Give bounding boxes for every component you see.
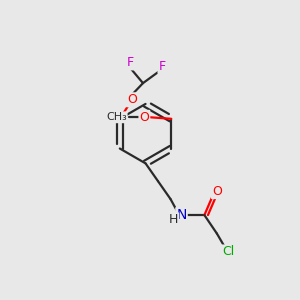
Text: F: F <box>126 56 134 69</box>
Text: O: O <box>127 93 136 106</box>
Text: O: O <box>140 111 149 124</box>
Text: Cl: Cl <box>222 245 234 258</box>
Text: H: H <box>169 213 178 226</box>
Text: CH₃: CH₃ <box>106 112 127 122</box>
Text: N: N <box>176 208 187 222</box>
Text: F: F <box>158 60 166 73</box>
Text: O: O <box>212 185 222 198</box>
